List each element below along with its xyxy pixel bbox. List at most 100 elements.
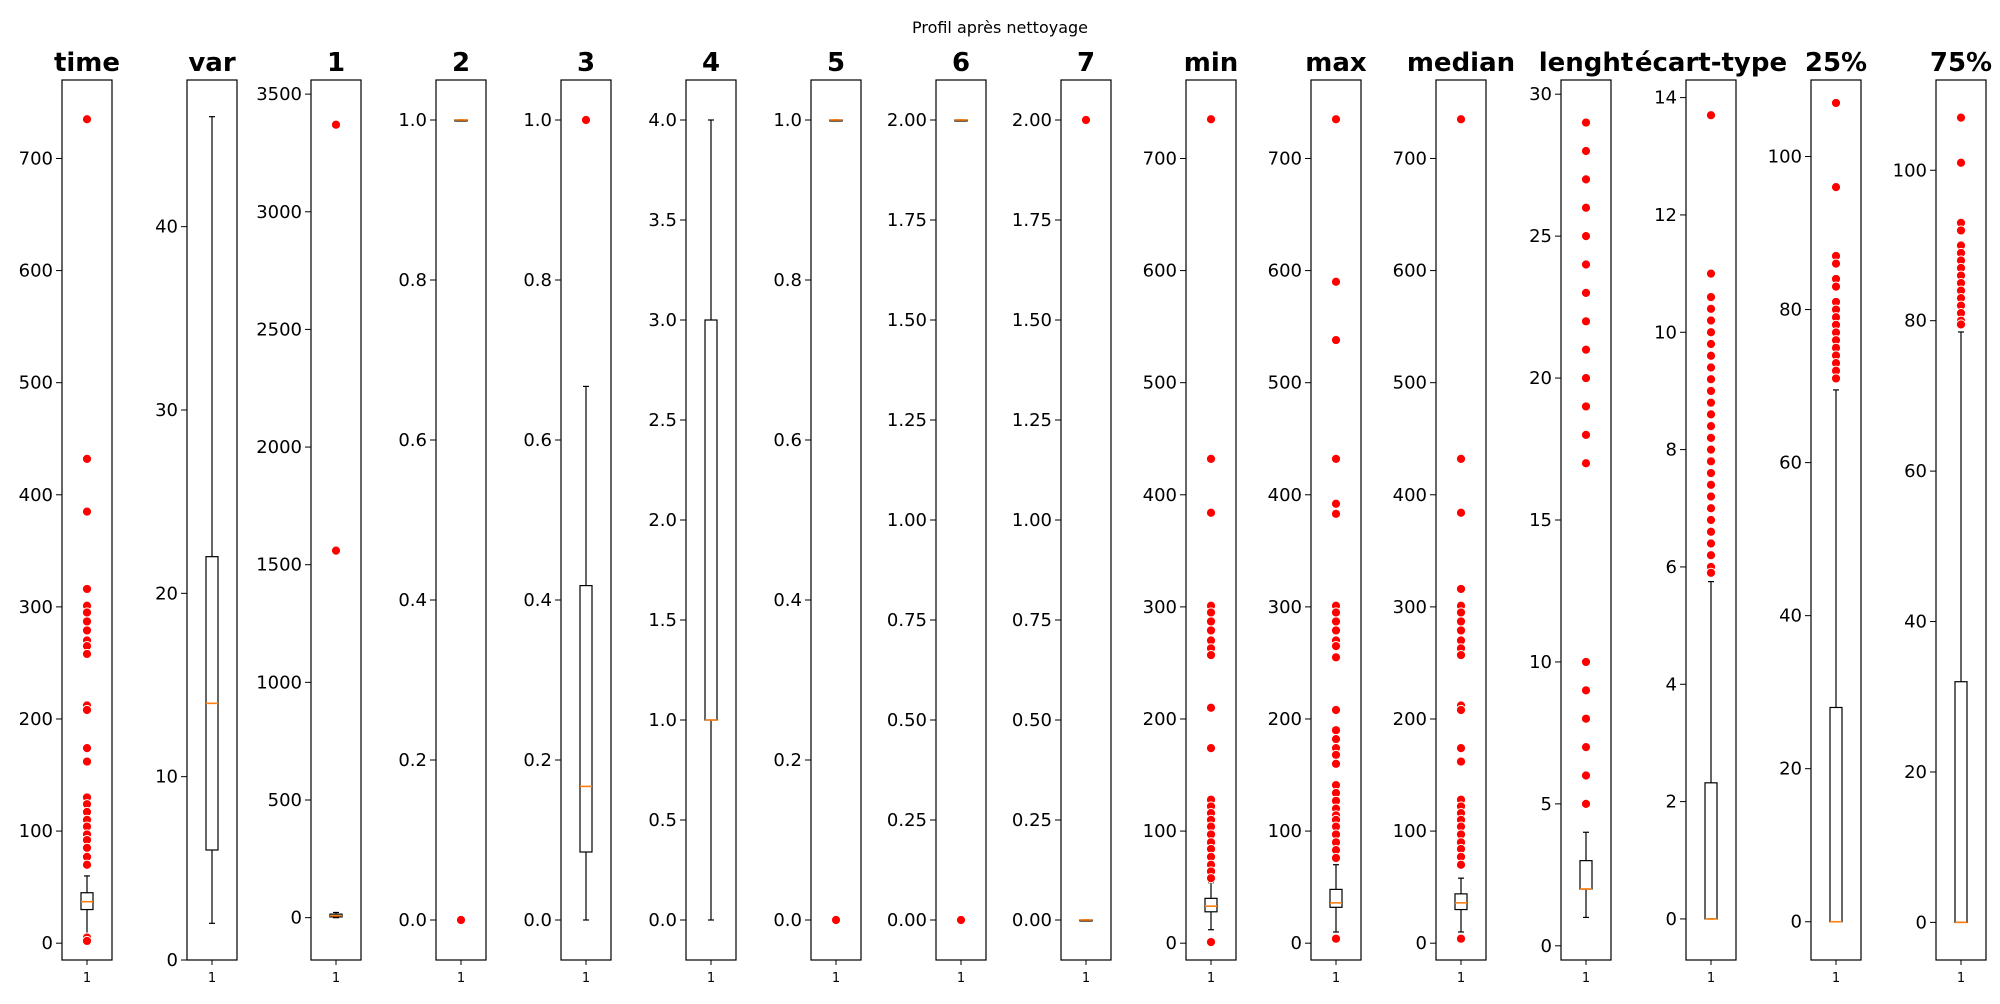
outlier-point [1205,507,1217,518]
y-tick-label: 1.75 [1012,210,1052,231]
y-tick-label: 1.00 [1012,510,1052,531]
outlier-point [1330,704,1342,716]
subplot-8: 6 0.00 0.25 0.50 0.75 1.00 1.25 1.50 1.75 2.00 1 [887,48,987,986]
y-tick-label: 100 [1143,821,1177,842]
y-tick-label: 0.4 [398,590,427,611]
y-tick-label: 400 [1268,485,1302,506]
outlier-point [81,756,93,767]
x-tick-label: 1 [457,971,465,986]
y-tick-label: 0.2 [773,750,802,771]
outlier-point [1205,114,1217,125]
y-tick-label: 1.0 [398,110,427,131]
outlier-point [1330,725,1342,736]
y-tick-label: 14 [1654,88,1677,109]
y-tick-label: 2.5 [648,410,677,431]
y-tick-label: 30 [155,400,178,421]
y-tick-label: 0.25 [887,810,927,831]
y-tick-label: 0.75 [1012,610,1052,631]
outlier-point [81,583,93,595]
y-tick-label: 3500 [256,84,302,105]
outlier-point [1705,526,1717,537]
outlier-point [1580,202,1592,213]
outlier-point [1330,852,1342,864]
figure-suptitle: Profil après nettoyage [912,18,1088,37]
subplot-2: var 0 10 20 30 40 1 [155,48,238,986]
outlier-point [1580,145,1592,157]
subplot-12: median 0 100 200 300 400 500 600 700 1 [1393,48,1516,986]
iqr-box [1329,888,1343,908]
subplot-3: 1 0 500 1000 1500 2000 2500 3000 3500 1 [256,48,362,986]
x-tick-label: 1 [707,971,715,986]
outlier-point [1205,625,1217,636]
outlier-point [1705,374,1717,385]
y-tick-label: 0.8 [398,270,427,291]
iqr-box [1454,893,1468,911]
y-tick-label: 100 [1268,821,1302,842]
outlier-point [1330,652,1342,663]
outlier-point [81,506,93,517]
outlier-point [1705,362,1717,373]
outlier-point [1455,607,1467,618]
y-tick-label: 300 [19,597,53,618]
axes-frame [310,79,362,961]
axes-frame [435,79,487,961]
y-tick-label: 500 [1268,373,1302,394]
outlier-point [1580,174,1592,185]
outlier-point [1330,616,1342,627]
y-tick-label: 1.0 [648,710,677,731]
outlier-point [1705,409,1717,420]
outlier-point [81,842,93,853]
y-tick-label: 300 [1268,597,1302,618]
y-tick-label: 60 [1904,461,1927,482]
x-tick-label: 1 [957,971,965,986]
y-tick-label: 80 [1904,311,1927,332]
outlier-point [1580,117,1592,128]
outlier-point [81,859,93,870]
y-tick-label: 2500 [256,319,302,340]
y-tick-label: 0 [167,950,178,971]
y-tick-label: 2.0 [648,510,677,531]
outlier-point [1955,225,1967,236]
y-tick-label: 3.0 [648,310,677,331]
y-tick-label: 20 [1779,759,1802,780]
y-tick-label: 500 [19,373,53,394]
outlier-point [1455,649,1467,661]
y-tick-label: 0 [1541,936,1552,957]
outlier-point [1205,616,1217,627]
y-tick-label: 0.00 [887,910,927,931]
subplot-title: 1 [327,48,345,78]
outlier-point [81,625,93,636]
outlier-point [1205,873,1217,884]
outlier-point [1705,110,1717,121]
y-tick-label: 0.00 [1012,910,1052,931]
iqr-box [1204,897,1218,913]
y-tick-label: 0 [1666,909,1677,930]
y-tick-label: 3.5 [648,210,677,231]
subplot-16: 75% 0 20 40 60 80 100 1 [1893,48,1992,986]
subplot-1: time 0 100 200 300 400 500 600 700 1 [19,48,120,986]
subplot-6: 4 0.0 0.5 1.0 1.5 2.0 2.5 3.0 3.5 4.0 1 [648,48,737,986]
x-tick-label: 1 [1207,971,1215,986]
outlier-point [1330,508,1342,519]
outlier-point [580,114,592,126]
y-tick-label: 0 [1791,912,1802,933]
axes-frame [1060,79,1112,961]
outlier-point [955,914,967,926]
y-tick-label: 10 [1654,322,1677,343]
subplot-panels: time01002003004005006007001var0102030401… [19,48,1992,986]
y-tick-label: 6 [1666,557,1677,578]
outlier-point [1330,453,1342,465]
outlier-point [1455,616,1467,627]
x-tick-label: 1 [1457,971,1465,986]
y-tick-label: 0 [1291,933,1302,954]
subplot-title: median [1407,48,1515,78]
outlier-point [1705,338,1717,350]
outlier-point [81,453,93,465]
y-tick-label: 1.50 [887,310,927,331]
subplot-title: 25% [1805,48,1867,78]
outlier-point [1580,344,1592,355]
y-tick-label: 0.0 [398,910,427,931]
y-tick-label: 0.75 [887,610,927,631]
y-tick-label: 300 [1393,597,1427,618]
subplot-5: 3 0.0 0.2 0.4 0.6 0.8 1.0 1 [523,48,612,986]
